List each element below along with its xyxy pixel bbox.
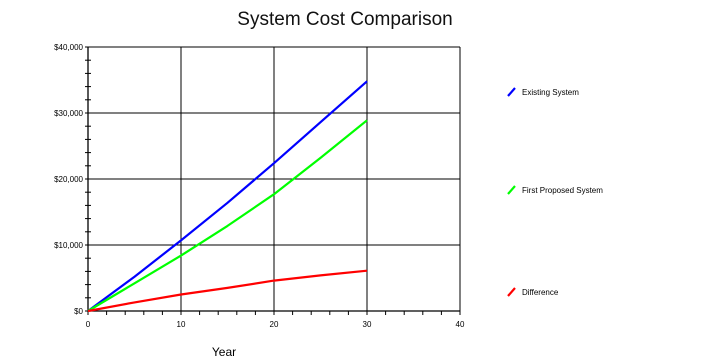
y-tick-label: $40,000 xyxy=(54,43,83,52)
x-tick-label: 0 xyxy=(86,320,91,329)
series-lines xyxy=(87,80,368,313)
legend-label: Existing System xyxy=(522,88,579,97)
legend-label: Difference xyxy=(522,288,559,297)
x-tick-label: 40 xyxy=(456,320,465,329)
legend-label: First Proposed System xyxy=(522,186,603,195)
y-tick-label: $10,000 xyxy=(54,241,83,250)
legend-item: Difference xyxy=(507,287,559,297)
x-tick-label: 20 xyxy=(270,320,279,329)
series-line-difference xyxy=(87,269,368,313)
x-tick-label: 30 xyxy=(363,320,372,329)
tick-labels: $0 $10,000 $20,000 $30,000 $40,000 0 10 20 30 40 xyxy=(54,43,465,329)
legend-swatch xyxy=(507,287,516,297)
series-line-existing-system xyxy=(87,80,368,312)
x-tick-label: 10 xyxy=(177,320,186,329)
y-tick-label: $20,000 xyxy=(54,175,83,184)
legend: Existing System First Proposed System Diff… xyxy=(507,87,603,297)
series-line-first-proposed-system xyxy=(87,119,368,312)
axes xyxy=(85,46,461,315)
grid xyxy=(88,46,461,311)
chart-title: System Cost Comparison xyxy=(237,9,452,30)
y-tick-label: $30,000 xyxy=(54,109,83,118)
x-axis-label: Year xyxy=(212,345,236,359)
legend-swatch xyxy=(507,185,516,195)
y-tick-label: $0 xyxy=(74,307,83,316)
legend-swatch xyxy=(507,87,516,97)
legend-item: Existing System xyxy=(507,87,579,97)
legend-item: First Proposed System xyxy=(507,185,603,195)
